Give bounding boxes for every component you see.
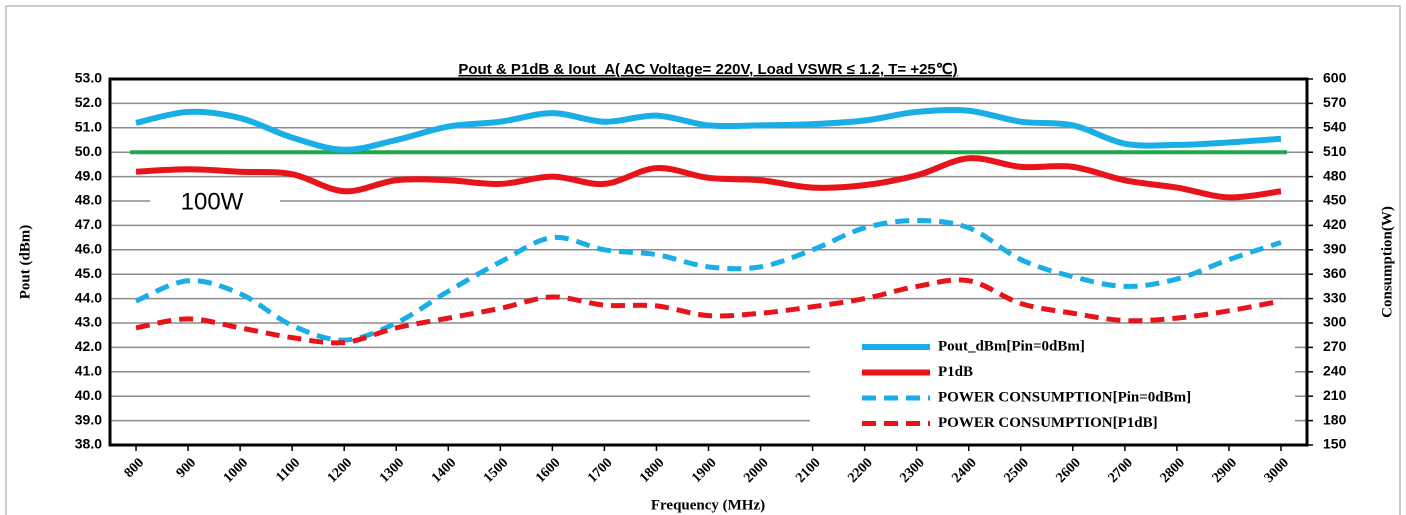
y2-tick-label: 150 (1323, 436, 1347, 452)
y-tick-label: 44.0 (75, 289, 102, 305)
y-axis-title: Pout (dBm) (17, 225, 33, 300)
x-tick-label: 2300 (897, 455, 927, 485)
x-tick-label: 1700 (585, 455, 615, 485)
y2-tick-label: 360 (1323, 265, 1347, 281)
plot-frame (108, 77, 1309, 447)
y-tick-label: 50.0 (75, 143, 102, 159)
legend-label: POWER CONSUMPTION[Pin=0dBm] (938, 389, 1191, 405)
y2-tick-label: 540 (1323, 119, 1347, 135)
x-tick-label: 3000 (1262, 455, 1292, 485)
annotation-background (150, 187, 280, 215)
x-tick-label: 2000 (741, 455, 771, 485)
x-tick-label: 2800 (1158, 455, 1188, 485)
y-tick-label: 52.0 (75, 94, 102, 110)
series-line (135, 106, 1282, 153)
x-tick-label: 800 (122, 455, 147, 480)
y-tick-label: 45.0 (75, 265, 102, 281)
x-tick-label: 2400 (949, 455, 979, 485)
y-tick-label: 48.0 (75, 192, 102, 208)
x-tick-label: 900 (174, 455, 199, 480)
y2-tick-label: 420 (1323, 216, 1347, 232)
chart-title: Pout & P1dB & Iout_A( AC Voltage= 220V, … (458, 61, 957, 78)
x-tick-label: 1200 (325, 455, 355, 485)
y2-tick-label: 330 (1323, 289, 1347, 305)
y2-axis-title: Consumption(W) (1379, 206, 1395, 318)
x-tick-label: 2900 (1210, 455, 1240, 485)
y-tick-label: 53.0 (75, 70, 102, 86)
y-tick-label: 47.0 (75, 216, 102, 232)
x-tick-label: 1100 (273, 455, 303, 485)
y-tick-label: 41.0 (75, 363, 102, 379)
x-tick-label: 2500 (1001, 455, 1031, 485)
y2-tick-label: 570 (1323, 94, 1347, 110)
y2-tick-label: 180 (1323, 411, 1347, 427)
chart-border (5, 5, 1401, 515)
x-tick-label: 2600 (1054, 455, 1084, 485)
x-tick-label: 2200 (845, 455, 875, 485)
x-tick-label: 1300 (377, 455, 407, 485)
y2-tick-label: 210 (1323, 387, 1347, 403)
y-tick-label: 46.0 (75, 241, 102, 257)
legend-label: POWER CONSUMPTION[P1dB] (938, 415, 1158, 431)
y-tick-label: 49.0 (75, 167, 102, 183)
y-tick-label: 43.0 (75, 314, 102, 330)
series-line (135, 277, 1282, 346)
y-tick-label: 51.0 (75, 119, 102, 135)
y-tick-label: 40.0 (75, 387, 102, 403)
y2-tick-label: 510 (1323, 143, 1347, 159)
x-tick-label: 2700 (1106, 455, 1136, 485)
x-tick-label: 1600 (533, 455, 563, 485)
legend-label: P1dB (938, 364, 973, 380)
legend-label: Pout_dBm[Pin=0dBm] (938, 338, 1085, 354)
y2-tick-label: 270 (1323, 338, 1347, 354)
x-tick-label: 1900 (689, 455, 719, 485)
series-line (135, 218, 1282, 343)
y2-tick-label: 240 (1323, 363, 1347, 379)
y-tick-label: 42.0 (75, 338, 102, 354)
y2-tick-label: 450 (1323, 192, 1347, 208)
y2-tick-label: 390 (1323, 241, 1347, 257)
y2-tick-label: 480 (1323, 167, 1347, 183)
x-tick-label: 1500 (481, 455, 511, 485)
x-axis-title: Frequency (MHz) (651, 497, 765, 513)
x-tick-label: 2100 (793, 455, 823, 485)
x-tick-label: 1800 (637, 455, 667, 485)
y2-tick-label: 600 (1323, 70, 1347, 86)
y-tick-label: 39.0 (75, 411, 102, 427)
annotation: 100W (181, 188, 244, 215)
y-tick-label: 38.0 (75, 436, 102, 452)
x-tick-label: 1000 (221, 455, 251, 485)
x-tick-label: 1400 (429, 455, 459, 485)
y2-tick-label: 300 (1323, 314, 1347, 330)
plot: 100W Pout_dBm[Pin=0dBm] P1dB POWER CONSUMPT… (108, 77, 1309, 447)
series-line (135, 155, 1282, 201)
